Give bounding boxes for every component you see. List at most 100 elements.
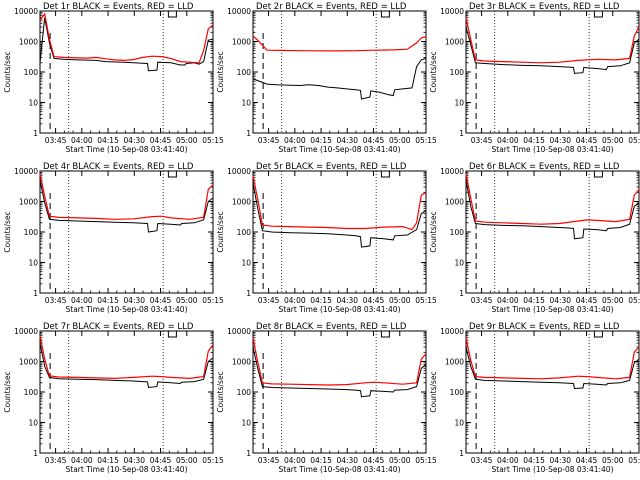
chart-title: Det 9r BLACK = Events, RED = LLD [469,322,620,332]
x-tick-label: 05:15 [628,136,640,145]
x-tick-label: 04:45 [363,296,385,305]
panel-1: Det 1r BLACK = Events, RED = LLD 1 10 100 10… [3,2,224,154]
x-axis-label: Start Time (10-Sep-08 03:41:40) [279,305,401,314]
x-tick-label: 04:45 [150,456,172,465]
top-bracket-marker [167,11,177,18]
x-axis-label: Start Time (10-Sep-08 03:41:40) [492,145,614,154]
x-tick-label: 05:00 [602,136,624,145]
x-tick-label: 05:00 [602,456,624,465]
x-axis-label: Start Time (10-Sep-08 03:41:40) [492,465,614,474]
x-tick-label: 04:45 [576,456,598,465]
y-tick-label: 100 [237,388,252,397]
y-tick-label: 10 [454,419,464,428]
x-tick-label: 04:15 [97,296,119,305]
top-bracket-marker [380,171,390,178]
series-line [465,346,640,390]
chart-title: Det 8r BLACK = Events, RED = LLD [256,322,407,332]
series-line [252,57,427,100]
y-tick-label: 10000 [440,327,464,336]
x-tick-label: 05:00 [176,296,198,305]
y-axis-label: Counts/sec [429,211,438,252]
y-tick-label: 100 [237,68,252,77]
y-axis-label: Counts/sec [3,371,12,412]
x-tick-label: 04:30 [549,296,571,305]
y-tick-label: 1 [459,289,464,298]
y-axis-label: Counts/sec [429,371,438,412]
y-tick-label: 100 [24,228,39,237]
x-tick-label: 03:45 [45,296,67,305]
series-line [39,343,214,389]
x-tick-label: 05:15 [415,456,437,465]
y-tick-label: 1000 [445,358,464,367]
y-tick-label: 1000 [19,358,38,367]
y-tick-label: 100 [24,68,39,77]
x-tick-label: 05:15 [202,136,224,145]
x-tick-label: 04:45 [150,136,172,145]
x-tick-label: 04:00 [71,296,93,305]
x-tick-label: 04:30 [336,456,358,465]
top-bracket-marker [167,171,177,178]
x-tick-label: 04:00 [284,456,306,465]
x-axis-label: Start Time (10-Sep-08 03:41:40) [66,465,188,474]
y-tick-label: 1 [246,449,251,458]
x-tick-label: 04:00 [71,456,93,465]
y-tick-label: 10 [241,259,251,268]
top-bracket-marker [593,11,603,18]
plot-frame [465,330,640,454]
x-tick-label: 05:00 [389,136,411,145]
series-line [39,180,214,233]
y-tick-label: 100 [24,388,39,397]
y-tick-label: 10000 [227,327,251,336]
x-tick-label: 04:00 [284,136,306,145]
y-tick-label: 10 [28,419,38,428]
y-axis-label: Counts/sec [3,211,12,252]
plot-frame [465,170,640,294]
x-tick-label: 04:45 [363,136,385,145]
y-tick-label: 1000 [19,38,38,47]
x-tick-label: 04:15 [523,296,545,305]
x-tick-label: 04:15 [310,296,332,305]
x-tick-label: 03:45 [258,296,280,305]
x-tick-label: 04:30 [336,136,358,145]
y-tick-label: 1000 [232,358,251,367]
x-tick-label: 05:00 [602,296,624,305]
x-tick-label: 03:45 [471,456,493,465]
chart-title: Det 4r BLACK = Events, RED = LLD [43,162,194,172]
x-tick-label: 04:00 [497,456,519,465]
series-line [39,12,214,64]
series-line [252,337,427,386]
series-line [465,173,640,225]
y-tick-label: 1 [459,449,464,458]
series-line [39,173,214,220]
y-tick-label: 10 [454,99,464,108]
y-tick-label: 10000 [440,7,464,16]
plot-frame [252,330,427,454]
plot-frame [465,10,640,134]
x-tick-label: 04:15 [523,456,545,465]
y-tick-label: 100 [450,68,465,77]
top-bracket-marker [380,11,390,18]
x-tick-label: 03:45 [258,456,280,465]
y-tick-label: 10 [241,99,251,108]
chart-title: Det 3r BLACK = Events, RED = LLD [469,2,620,12]
series-line [39,17,214,72]
x-tick-label: 05:00 [176,136,198,145]
y-tick-label: 10000 [14,7,38,16]
series-line [39,335,214,380]
x-tick-label: 04:00 [284,296,306,305]
x-tick-label: 04:30 [123,136,145,145]
y-tick-label: 10 [28,259,38,268]
top-bracket-marker [167,331,177,338]
y-axis-label: Counts/sec [216,211,225,252]
series-line [252,35,427,52]
x-tick-label: 04:30 [549,136,571,145]
chart-title: Det 1r BLACK = Events, RED = LLD [43,2,194,12]
x-tick-label: 04:45 [576,296,598,305]
x-axis-label: Start Time (10-Sep-08 03:41:40) [66,305,188,314]
y-tick-label: 10000 [14,167,38,176]
x-tick-label: 04:00 [497,136,519,145]
panel-9: Det 9r BLACK = Events, RED = LLD 1 10 100 10… [429,322,640,474]
top-bracket-marker [380,331,390,338]
x-tick-label: 03:45 [45,136,67,145]
x-tick-label: 04:45 [576,136,598,145]
